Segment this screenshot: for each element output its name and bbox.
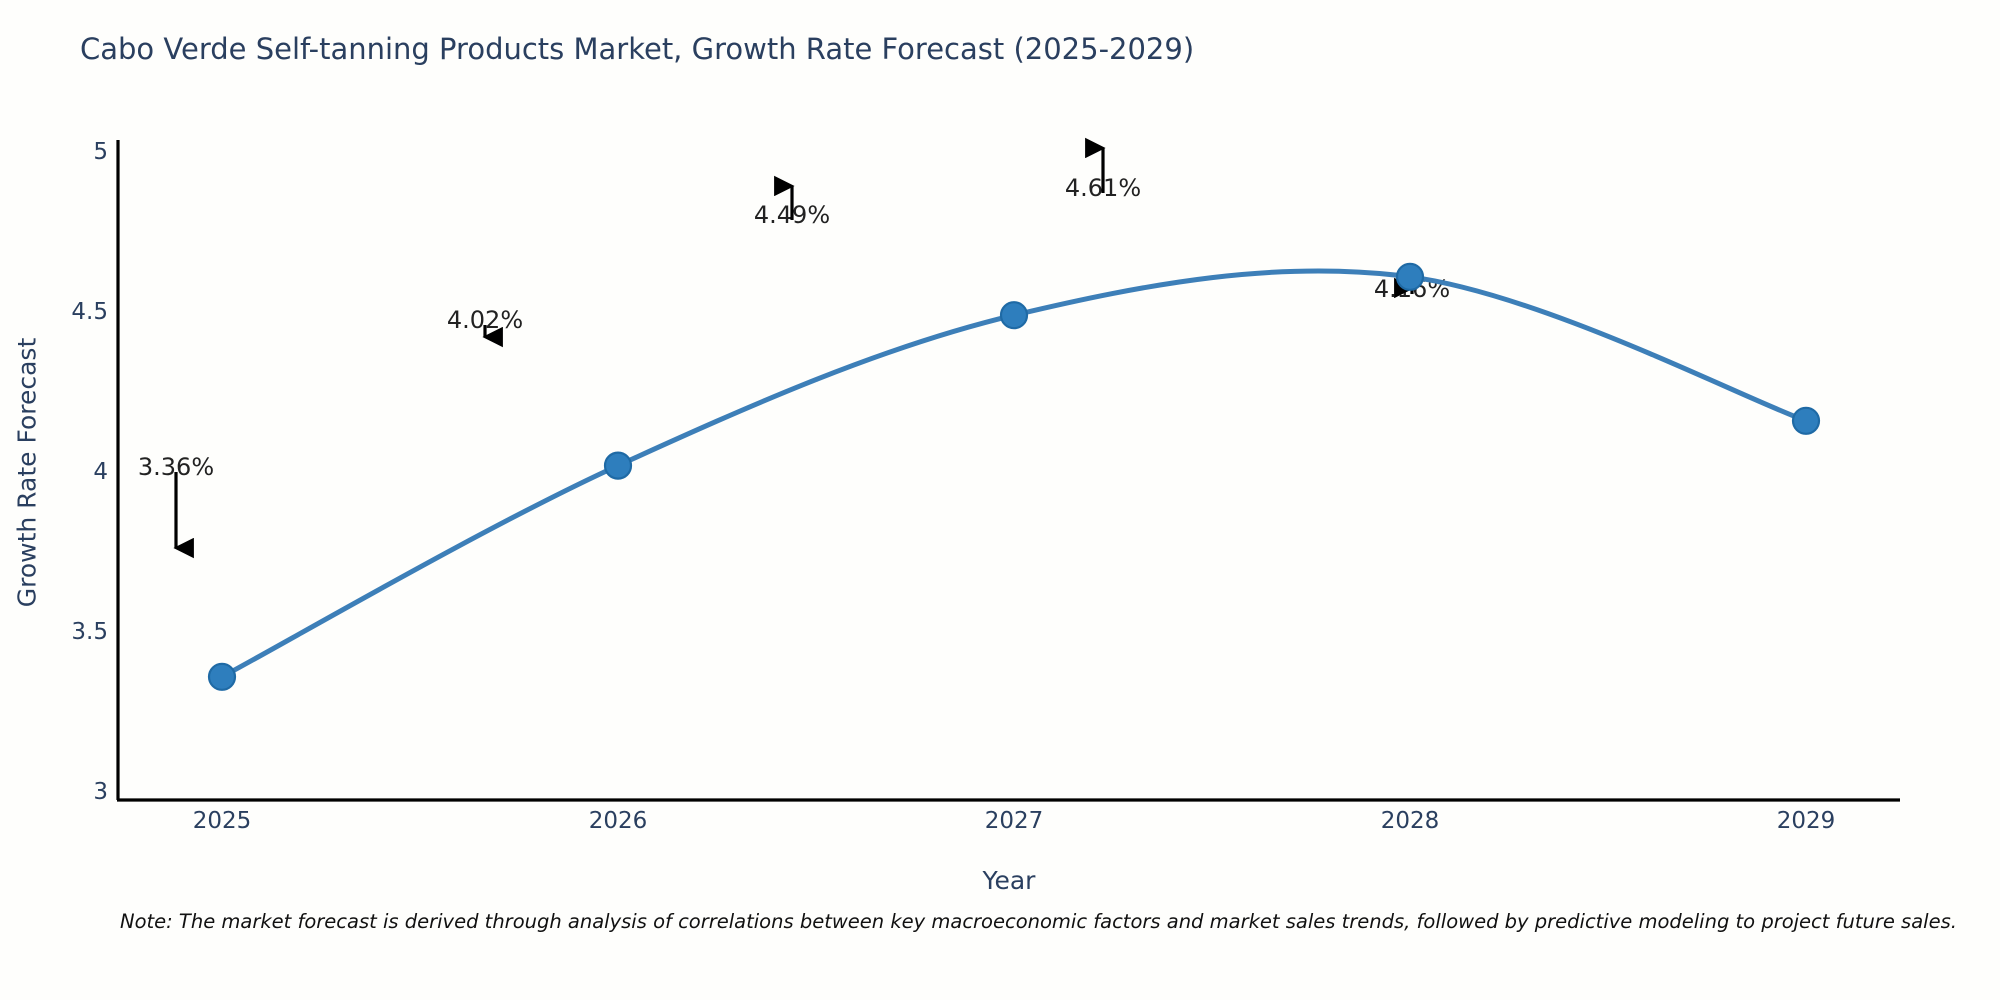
y-tick-label-3-5: 3.5 (71, 619, 108, 645)
x-tick-label-2026: 2026 (588, 808, 648, 834)
x-tick-label-2025: 2025 (192, 808, 252, 834)
x-axis-title: Year (0, 866, 2000, 895)
data-series-line (219, 268, 1809, 680)
data-point-2025[interactable] (207, 662, 237, 691)
y-tick-label-5: 5 (93, 139, 108, 165)
data-point-2029[interactable] (1791, 406, 1821, 435)
chart-footnote: Note: The market forecast is derived thr… (120, 910, 1957, 933)
x-tick-label-2029: 2029 (1776, 808, 1836, 834)
x-tick-label-2027: 2027 (984, 808, 1044, 834)
x-axis-title-text: Year (982, 866, 1036, 895)
data-point-2026[interactable] (603, 451, 633, 480)
y-tick-label-4: 4 (93, 459, 108, 485)
y-tick-label-4-5: 4.5 (71, 299, 108, 325)
x-tick-label-2028: 2028 (1380, 808, 1440, 834)
chart-title: Cabo Verde Self-tanning Products Market,… (80, 32, 1195, 66)
y-tick-label-3: 3 (93, 779, 108, 805)
data-point-2027[interactable] (999, 301, 1029, 330)
data-point-2028[interactable] (1395, 262, 1425, 291)
